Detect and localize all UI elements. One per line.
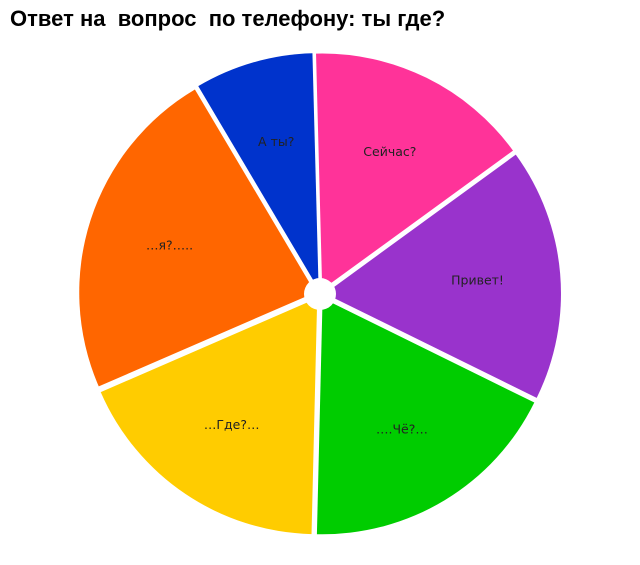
- pie-slice: [316, 298, 535, 535]
- slice-label: ….Чё?…: [376, 421, 428, 436]
- pie-slice: [79, 89, 316, 387]
- pie-slice: [324, 154, 561, 398]
- pie-slice: [316, 53, 513, 290]
- slice-label: …Где?…: [204, 417, 260, 432]
- pie-slice: [198, 53, 319, 290]
- slice-label: Привет!: [451, 272, 504, 287]
- slice-label: …я?…..: [146, 237, 193, 252]
- slice-label: Сейчас?: [363, 144, 416, 159]
- pie-center-hole: [304, 278, 336, 310]
- chart-title: Ответ на вопрос по телефону: ты где?: [10, 6, 446, 31]
- slice-label: А ты?: [258, 134, 294, 149]
- pie-slice: [100, 298, 318, 535]
